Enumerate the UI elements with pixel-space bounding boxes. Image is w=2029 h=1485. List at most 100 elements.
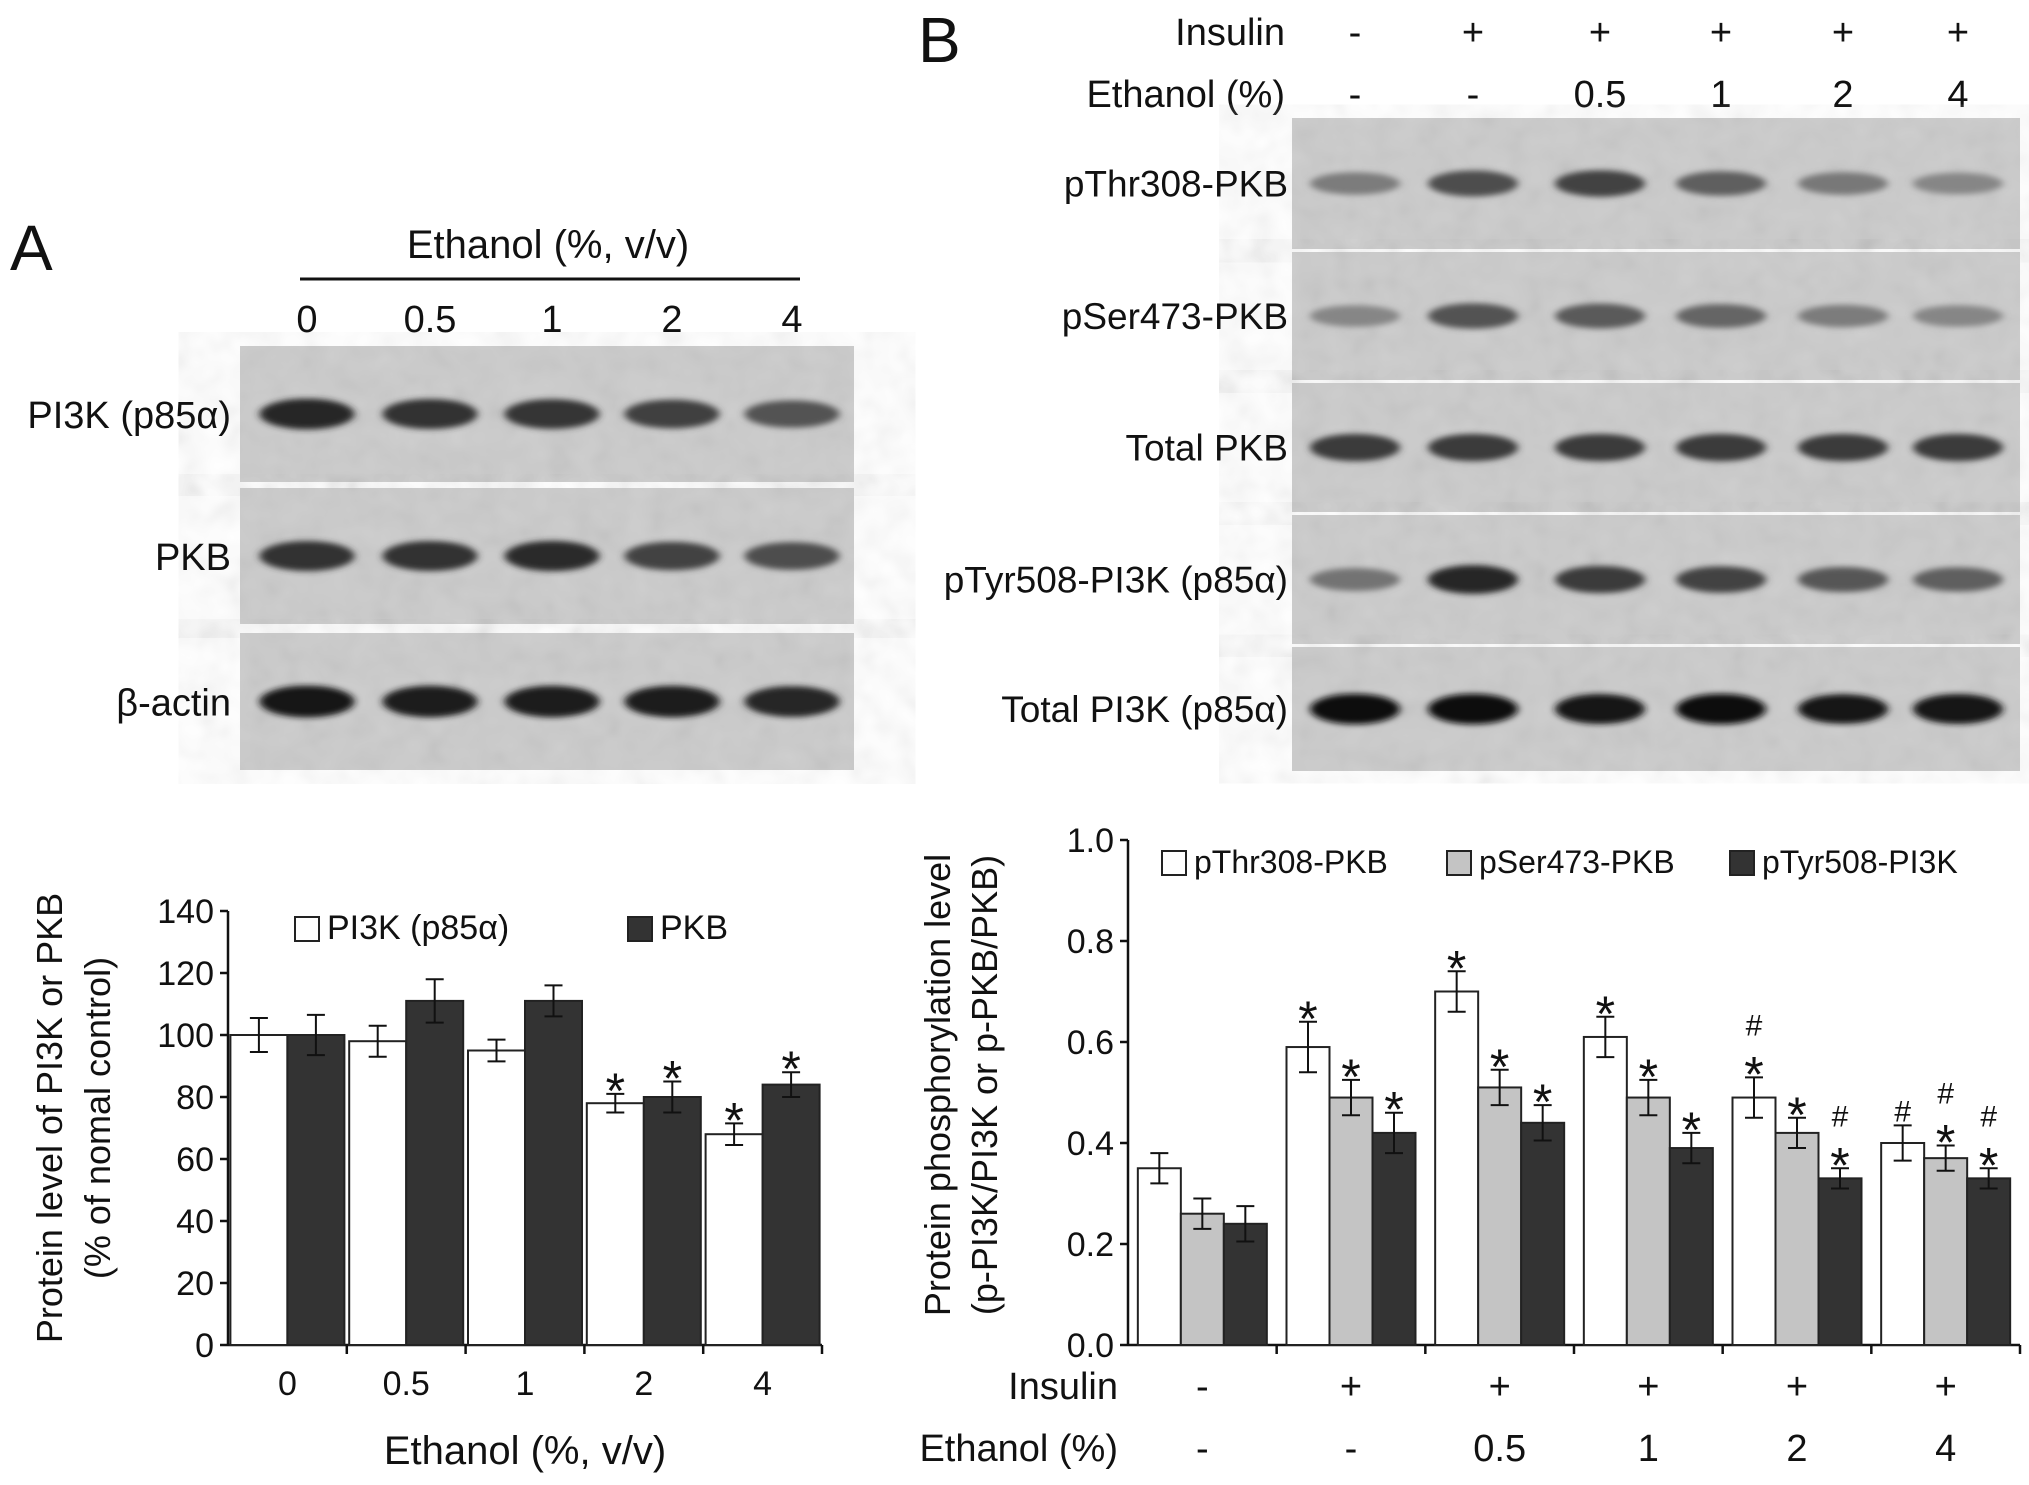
header-row-value: 0.5 <box>1574 74 1627 116</box>
panel-a-lane-labels: 0 0.5 1 2 4 <box>296 299 802 341</box>
blot-strip-texture <box>1292 252 2020 380</box>
legend-swatch <box>1729 850 1755 876</box>
bar <box>1966 1177 2012 1346</box>
x-tick-label: 0 <box>278 1365 297 1403</box>
significance-mark: * <box>781 1041 800 1097</box>
significance-mark: * <box>1682 1102 1701 1158</box>
y-tick-label: 60 <box>176 1141 214 1179</box>
legend-label: pThr308-PKB <box>1194 844 1388 880</box>
y-tick-label: 1.0 <box>1067 822 1114 860</box>
blot-band <box>1310 567 1400 592</box>
bar <box>761 1083 821 1346</box>
x-tick-label: 4 <box>753 1365 772 1403</box>
panel-b-letter: B <box>918 4 961 76</box>
y-tick-label: 120 <box>157 955 214 993</box>
blot-band <box>1310 172 1400 195</box>
blot-label: PI3K (p85α) <box>27 395 231 437</box>
blot-band <box>504 540 600 572</box>
bar <box>1625 1096 1671 1347</box>
chart-b-ylabel: Protein phosphorylation level <box>917 854 958 1316</box>
legend-swatch <box>627 916 653 942</box>
panel-b-blot-strips: pThr308-PKB pSer473-PKB Total PKB pTyr508-P… <box>944 118 2020 771</box>
significance-mark: * <box>1787 1087 1806 1143</box>
header-row-value: + <box>1947 12 1969 54</box>
blot-band <box>624 685 720 718</box>
panel-a-blot: A Ethanol (%, v/v) 0 0.5 1 2 4 PI3K (p85α) PK… <box>10 212 854 770</box>
blot-band <box>1555 170 1645 197</box>
panel-b-header: Insulin - + + + + + Ethanol (%) - - 0.5 1 2 4 <box>1086 12 1969 116</box>
blot-band <box>382 685 478 718</box>
header-row-value: - <box>1349 12 1362 54</box>
blot-strip-texture <box>1292 515 2020 644</box>
bar <box>1668 1147 1714 1347</box>
bar <box>1328 1096 1374 1347</box>
blot-band <box>1676 693 1766 725</box>
legend-label: pSer473-PKB <box>1479 844 1675 880</box>
blot-label: Total PKB <box>1126 428 1288 469</box>
y-tick-label: 0.2 <box>1067 1226 1114 1264</box>
x-tick-label: + <box>1786 1366 1808 1408</box>
y-tick-label: 140 <box>157 893 214 931</box>
bar <box>229 1034 289 1346</box>
x-tick-label: 0.5 <box>383 1365 430 1403</box>
blot-band <box>504 685 600 718</box>
header-row-value: 2 <box>1832 74 1853 116</box>
y-tick-label: 80 <box>176 1079 214 1117</box>
header-row-label: Ethanol (%) <box>1086 74 1285 116</box>
chart-a-ylabel-2: (% of nomal control) <box>77 957 118 1279</box>
blot-band <box>1428 303 1518 329</box>
significance-mark: # <box>1746 1009 1763 1042</box>
blot-band <box>1428 433 1518 462</box>
blot-band <box>1676 171 1766 196</box>
bar <box>348 1040 408 1346</box>
blot-strip <box>1292 383 2020 512</box>
blot-band <box>624 541 720 571</box>
bar <box>1817 1177 1863 1346</box>
blot-label: pTyr508-PI3K (p85α) <box>944 560 1288 601</box>
x-tick-label: 1 <box>516 1365 535 1403</box>
significance-mark: * <box>1830 1137 1849 1193</box>
bar <box>467 1049 526 1346</box>
blot-strip <box>240 488 854 624</box>
significance-mark: * <box>1639 1049 1658 1105</box>
x-tick-label: 4 <box>1935 1428 1956 1470</box>
blot-label: β-actin <box>116 683 231 725</box>
y-tick-label: 0.6 <box>1067 1024 1114 1062</box>
blot-strip <box>1292 252 2020 380</box>
blot-band <box>382 541 478 571</box>
significance-mark: * <box>1979 1137 1998 1193</box>
blot-band <box>259 398 355 430</box>
lane-label: 2 <box>661 299 682 341</box>
panel-a-blot-header: Ethanol (%, v/v) <box>407 223 689 267</box>
significance-mark: # <box>1937 1078 1954 1111</box>
significance-mark: * <box>1533 1074 1552 1130</box>
bar <box>1477 1086 1523 1346</box>
header-row-value: 1 <box>1710 74 1731 116</box>
lane-label: 0.5 <box>404 299 457 341</box>
significance-mark: * <box>606 1063 625 1119</box>
x-tick-label: + <box>1489 1366 1511 1408</box>
y-tick-label: 100 <box>157 1017 214 1055</box>
panel-b-blot: B Insulin - + + + + + Ethanol (%) - - 0.5 1 2 4 pThr3… <box>918 4 2020 771</box>
y-tick-label: 40 <box>176 1203 214 1241</box>
blot-band <box>1310 433 1400 462</box>
header-row-value: + <box>1710 12 1732 54</box>
legend-label: PKB <box>660 909 728 947</box>
chart-b: Protein phosphorylation level (p-PI3K/PI… <box>917 822 2022 1470</box>
blot-band <box>744 542 840 570</box>
y-tick-label: 0.0 <box>1067 1327 1114 1365</box>
blot-label: PKB <box>155 537 231 579</box>
bar <box>286 1034 346 1346</box>
x-row-label: Insulin <box>1008 1366 1118 1408</box>
x-row-label: Ethanol (%) <box>919 1428 1118 1470</box>
chart-a-xlabel: Ethanol (%, v/v) <box>384 1429 666 1473</box>
blot-band <box>1798 172 1888 195</box>
header-row-label: Insulin <box>1175 12 1285 54</box>
blot-band <box>1913 305 2003 327</box>
chart-a: Protein level of PI3K or PKB (% of nomal… <box>29 893 824 1473</box>
blot-band <box>1555 565 1645 594</box>
blot-band <box>1798 304 1888 328</box>
chart-b-plot: 0.0 0.2 0.4 0.6 0.8 1.0 * * * * * * * * * * # * * # # * # * # Ins… <box>919 822 2022 1470</box>
significance-mark: * <box>1341 1049 1360 1105</box>
